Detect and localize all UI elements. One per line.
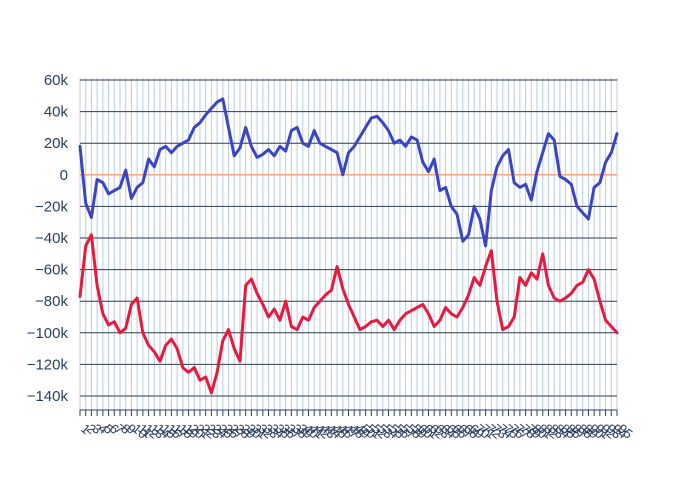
y-tick-label: 40k [44, 104, 69, 121]
y-tick-label: −80k [35, 293, 68, 310]
y-tick-label: 20k [44, 135, 69, 152]
y-tick-label: −140k [27, 388, 69, 405]
y-tick-label: −20k [35, 198, 68, 215]
series-layer [78, 97, 619, 395]
y-tick-label: 60k [44, 72, 69, 89]
y-tick-label: −100k [27, 325, 69, 342]
y-tick-label: −40k [35, 230, 68, 247]
series-line-1 [78, 97, 619, 248]
y-tick-label: −120k [27, 356, 69, 373]
y-tick-label: −60k [35, 262, 68, 279]
x-axis: 1234567891011121314151617181920212223242… [78, 409, 636, 442]
series-line-2 [78, 233, 619, 395]
y-axis-ticks: 60k 40k 20k 0 −20k −40k −60k −80k −100k −120k −140… [27, 72, 69, 405]
y-tick-label: 0 [60, 167, 68, 184]
